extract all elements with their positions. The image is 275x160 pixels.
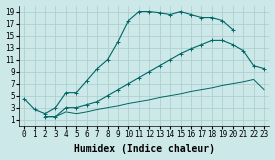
X-axis label: Humidex (Indice chaleur): Humidex (Indice chaleur) — [74, 144, 214, 154]
